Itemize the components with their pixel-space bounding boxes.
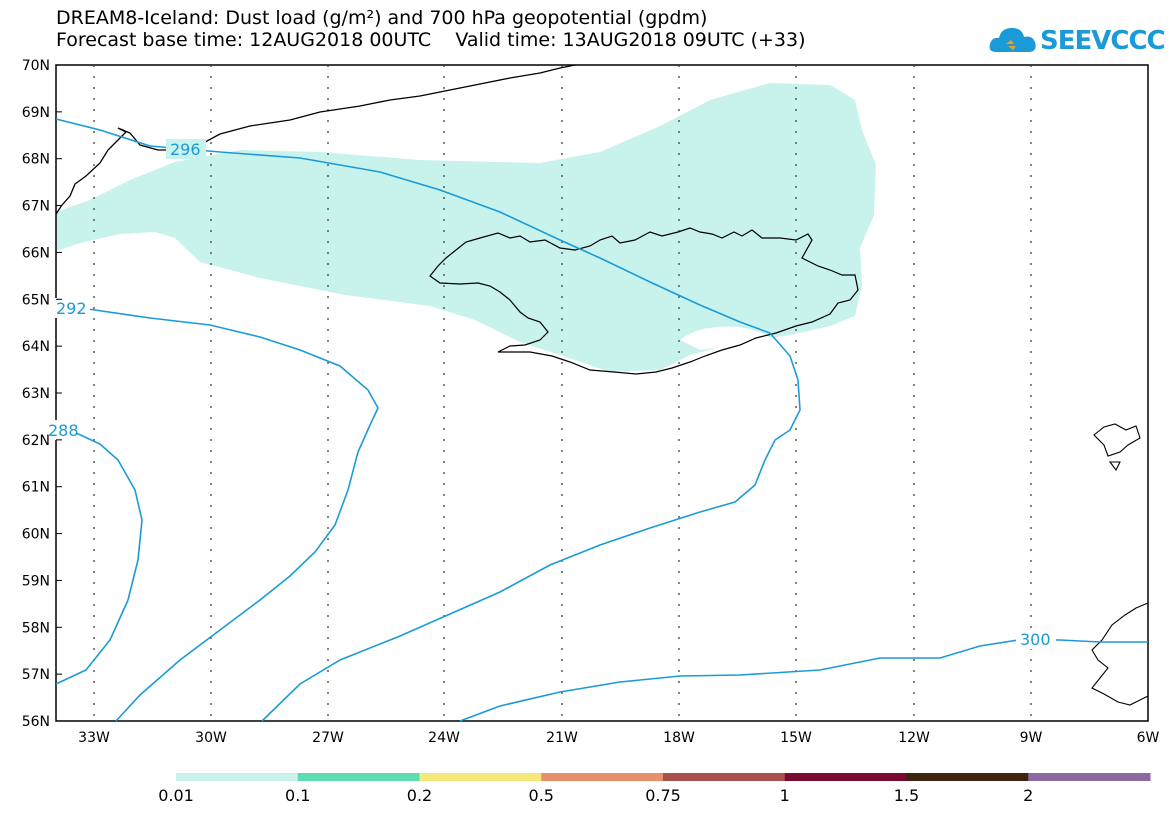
lat-label-64N: 64N: [22, 339, 50, 355]
contour-288: [55, 431, 143, 685]
logo-text: SEEVCCC: [1040, 26, 1166, 56]
dust-load-area: [56, 83, 876, 372]
lon-label-12W: 12W: [898, 730, 930, 746]
lon-label-27W: 27W: [312, 730, 344, 746]
contour-label-296: 296: [170, 140, 201, 159]
lat-label-68N: 68N: [22, 152, 50, 168]
lat-label-58N: 58N: [22, 620, 50, 636]
longitude-axis: 33W 30W 27W 24W 21W 18W 15W 12W 9W 6W: [78, 730, 1159, 746]
lat-label-56N: 56N: [22, 714, 50, 730]
lon-label-18W: 18W: [663, 730, 695, 746]
lon-label-30W: 30W: [195, 730, 227, 746]
colorbar-label: 0.5: [528, 786, 554, 805]
lat-label-59N: 59N: [22, 573, 50, 589]
lon-label-6W: 6W: [1137, 730, 1160, 746]
colorbar-label: 1.5: [893, 786, 920, 805]
colorbar: [176, 773, 1151, 781]
faroe-coast: [1093, 423, 1141, 472]
latitude-axis: 70N 69N 68N 67N 66N 65N 64N 63N 62N 61N 60N 59N 58N 5…: [22, 58, 62, 730]
contour-label-292: 292: [56, 299, 87, 318]
lat-label-69N: 69N: [22, 105, 50, 121]
contour-296: [55, 118, 801, 722]
lon-label-9W: 9W: [1020, 730, 1043, 746]
lon-label-24W: 24W: [428, 730, 460, 746]
contour-labels: 296 292 288 300: [48, 139, 1056, 649]
iceland-coast: [429, 227, 859, 375]
lon-label-15W: 15W: [780, 730, 812, 746]
lon-label-33W: 33W: [78, 730, 110, 746]
lat-label-67N: 67N: [22, 199, 50, 215]
colorbar-segment: [1028, 773, 1151, 781]
colorbar-segment: [297, 773, 420, 781]
colorbar-segment: [784, 773, 907, 781]
colorbar-segment: [541, 773, 664, 781]
colorbar-label: 0.01: [158, 786, 194, 805]
colorbar-label: 0.2: [406, 786, 433, 805]
contour-292: [87, 308, 379, 722]
lat-label-62N: 62N: [22, 433, 50, 449]
lat-label-63N: 63N: [22, 386, 50, 402]
contour-300: [459, 639, 1148, 722]
map-title-line1: DREAM8-Iceland: Dust load (g/m²) and 700…: [56, 7, 708, 29]
colorbar-segment: [906, 773, 1029, 781]
colorbar-label: 2: [1023, 786, 1034, 805]
colorbar-label: 0.75: [645, 786, 681, 805]
lat-label-61N: 61N: [22, 480, 50, 496]
colorbar-segment: [419, 773, 542, 781]
colorbar-segment: [663, 773, 786, 781]
lat-label-66N: 66N: [22, 245, 50, 261]
contour-label-288: 288: [48, 421, 79, 440]
lat-label-70N: 70N: [22, 58, 50, 74]
cloud-icon: [989, 28, 1036, 52]
lat-label-60N: 60N: [22, 527, 50, 543]
colorbar-label: 1: [779, 786, 790, 805]
contour-label-300: 300: [1020, 630, 1051, 649]
lat-label-65N: 65N: [22, 292, 50, 308]
lat-label-57N: 57N: [22, 667, 50, 683]
map-title-line2: Forecast base time: 12AUG2018 00UTC Vali…: [56, 29, 806, 51]
lon-label-21W: 21W: [546, 730, 578, 746]
seevccc-logo: SEEVCCC: [988, 20, 1166, 60]
scotland-coast: [1091, 602, 1149, 706]
colorbar-segment: [176, 773, 299, 781]
colorbar-label: 0.1: [285, 786, 311, 805]
